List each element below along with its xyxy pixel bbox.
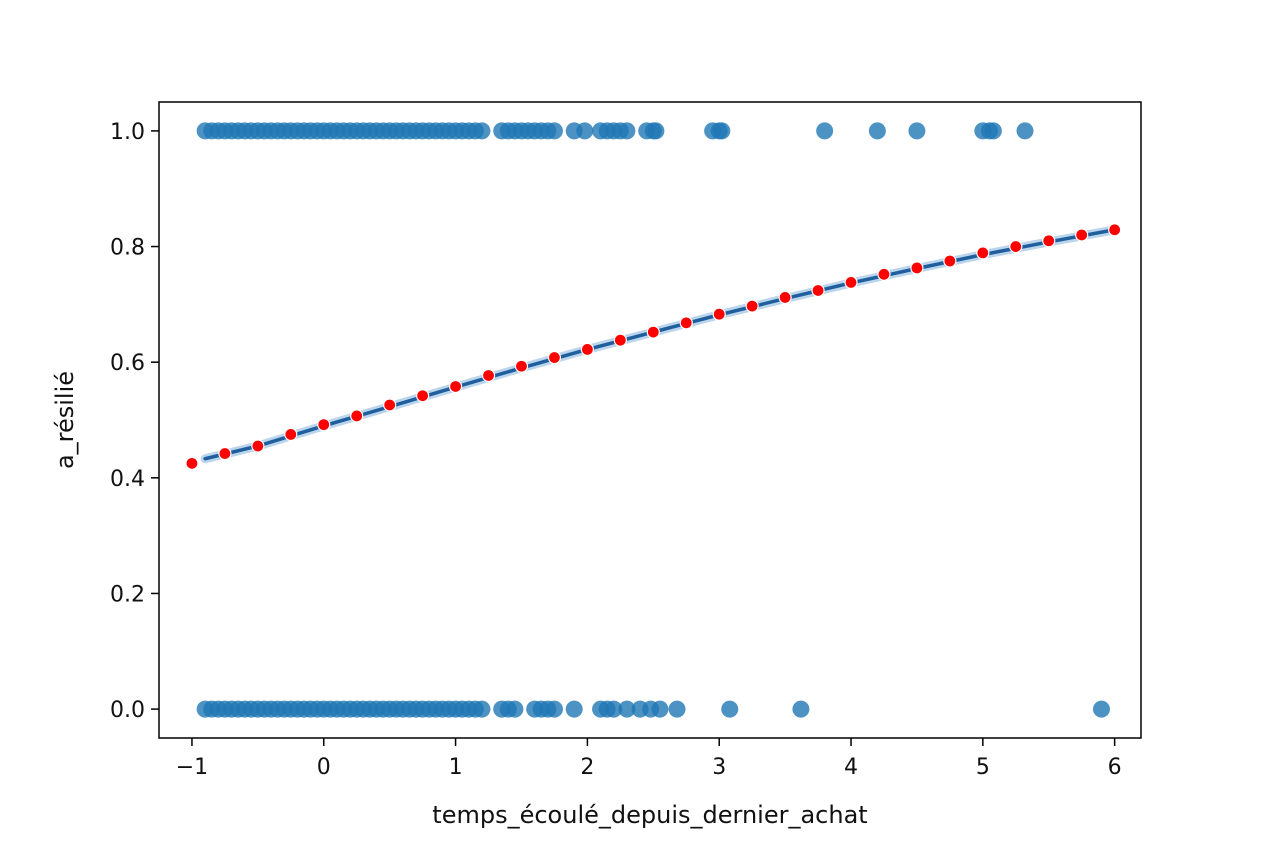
prediction-point	[284, 427, 298, 442]
plot-frame	[158, 101, 1142, 739]
prediction-point	[383, 398, 397, 412]
observation-point	[1092, 700, 1110, 718]
x-axis: −1 0 1 2 3 4 5 6	[176, 738, 1122, 780]
observation-point	[984, 122, 1002, 140]
prediction-point	[877, 267, 891, 281]
observation-point	[908, 122, 926, 140]
x-axis-label: temps_écoulé_depuis_dernier_achat	[432, 801, 867, 829]
observation-point	[506, 700, 524, 718]
y-axis: 0.0 0.2 0.4 0.6 0.8 1.0	[110, 120, 159, 723]
x-tick-label: 1	[449, 755, 463, 780]
observation-point	[651, 700, 669, 718]
observation-point	[1016, 122, 1034, 140]
prediction-point	[712, 307, 726, 321]
x-tick-label: −1	[176, 755, 208, 780]
prediction-point	[416, 389, 430, 403]
prediction-point	[251, 439, 265, 453]
prediction-point	[778, 290, 792, 305]
y-tick-label: 0.8	[110, 236, 145, 261]
prediction-point	[844, 275, 858, 289]
prediction-point	[943, 254, 957, 268]
observation-point	[713, 122, 731, 140]
prediction-point	[448, 379, 463, 394]
prediction-point	[185, 456, 199, 470]
observation-point	[605, 700, 623, 718]
observation-point	[792, 700, 810, 718]
prediction-point	[481, 368, 496, 383]
observation-point	[721, 700, 739, 718]
y-tick-label: 0.4	[110, 467, 145, 492]
observation-point	[618, 122, 636, 140]
x-tick-label: 2	[580, 755, 594, 780]
prediction-point	[1042, 234, 1056, 248]
observation-point	[576, 122, 594, 140]
observation-point	[816, 122, 834, 140]
prediction-point	[811, 283, 825, 298]
observation-point	[473, 122, 491, 140]
prediction-point	[613, 333, 627, 347]
prediction-point	[547, 350, 562, 365]
prediction-point	[976, 246, 990, 260]
x-tick-label: 4	[844, 755, 858, 780]
prediction-points	[185, 223, 1122, 470]
y-tick-label: 1.0	[110, 120, 145, 145]
observation-point	[668, 700, 686, 718]
fitted-curve-band	[200, 225, 1120, 464]
x-tick-label: 3	[712, 755, 726, 780]
observation-point	[565, 700, 583, 718]
prediction-point	[1009, 239, 1023, 254]
prediction-point	[910, 261, 924, 275]
prediction-point	[218, 446, 232, 461]
observation-point	[545, 700, 563, 718]
x-tick-label: 0	[317, 755, 331, 780]
x-tick-label: 6	[1108, 755, 1122, 780]
y-tick-label: 0.0	[110, 698, 145, 723]
observation-point	[473, 700, 491, 718]
y-axis-label: a_résilié	[51, 371, 79, 469]
observation-point	[647, 122, 665, 140]
prediction-point	[580, 342, 594, 357]
prediction-point	[646, 325, 660, 339]
y-tick-label: 0.2	[110, 582, 145, 607]
observation-point	[618, 700, 636, 718]
x-tick-label: 5	[976, 755, 990, 780]
observation-points	[196, 122, 1110, 718]
observation-point	[545, 122, 563, 140]
prediction-point	[317, 418, 331, 432]
prediction-point	[1108, 223, 1122, 237]
observation-point	[868, 122, 886, 140]
y-tick-label: 0.6	[110, 351, 145, 376]
prediction-point	[514, 359, 529, 373]
prediction-point	[1075, 228, 1089, 242]
fitted-curve-group	[200, 225, 1120, 464]
prediction-point	[745, 299, 759, 313]
prediction-point	[679, 316, 693, 330]
prediction-point	[350, 409, 364, 423]
